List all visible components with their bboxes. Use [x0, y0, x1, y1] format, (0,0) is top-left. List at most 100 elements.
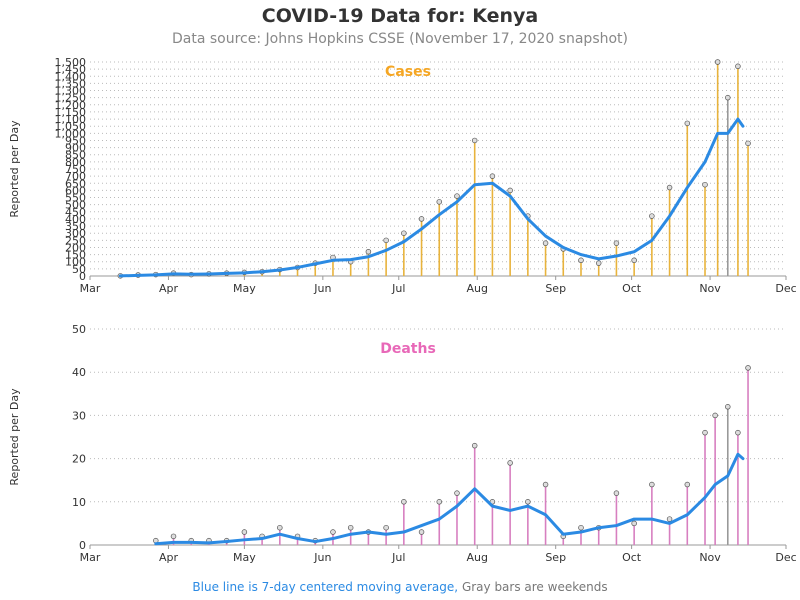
cases-chart: 0501001502002503003504004505005506006507… — [8, 56, 797, 295]
y-axis-label: Reported per Day — [8, 388, 21, 486]
x-tick-label: Sep — [545, 282, 566, 295]
chart-subtitle: Data source: Johns Hopkins CSSE (Novembe… — [171, 31, 628, 47]
data-marker — [725, 404, 731, 410]
y-tick-label: 20 — [72, 453, 86, 466]
y-tick-label: 550 — [65, 192, 86, 205]
y-tick-label: 900 — [65, 142, 86, 155]
data-marker — [507, 460, 513, 466]
data-marker — [330, 529, 336, 535]
y-tick-label: 1,050 — [55, 120, 87, 133]
data-marker — [542, 240, 549, 246]
x-tick-label: Apr — [159, 551, 179, 564]
y-tick-label: 30 — [72, 409, 86, 422]
data-marker — [595, 260, 602, 266]
y-tick-label: 350 — [65, 220, 86, 233]
data-marker — [471, 442, 478, 449]
y-tick-label: 1,350 — [55, 77, 87, 90]
data-marker — [454, 490, 460, 496]
y-tick-label: 50 — [72, 323, 86, 336]
x-tick-label: Mar — [80, 282, 101, 295]
x-tick-label: Sep — [545, 551, 566, 564]
data-marker — [454, 193, 460, 199]
chart-title: COVID-19 Data for: Kenya — [261, 5, 539, 27]
y-tick-label: 450 — [65, 206, 86, 219]
data-marker — [383, 524, 389, 531]
x-tick-label: Dec — [775, 551, 796, 564]
data-marker — [418, 529, 425, 535]
data-marker — [436, 499, 443, 505]
y-tick-label: 500 — [65, 199, 86, 212]
x-tick-label: Jun — [313, 551, 331, 564]
x-tick-label: Aug — [466, 551, 487, 564]
data-marker — [277, 524, 283, 531]
y-tick-label: 800 — [65, 156, 86, 169]
footnote-weekends: Gray bars are weekends — [461, 580, 608, 594]
y-tick-label: 1,250 — [55, 92, 87, 105]
x-tick-label: Jul — [391, 551, 405, 564]
data-marker — [649, 481, 655, 488]
data-marker — [666, 516, 673, 522]
data-marker — [507, 187, 513, 194]
data-marker — [684, 120, 691, 127]
y-tick-label: 1,400 — [55, 70, 87, 83]
y-tick-label: 400 — [65, 213, 86, 226]
y-tick-label: 0 — [79, 270, 86, 283]
data-marker — [613, 490, 620, 496]
data-marker — [631, 257, 637, 264]
data-marker — [735, 429, 741, 436]
x-tick-label: Dec — [775, 282, 796, 295]
data-marker — [241, 529, 248, 535]
x-tick-label: Jun — [313, 282, 331, 295]
data-marker — [542, 481, 549, 488]
data-marker — [471, 137, 478, 144]
data-marker — [631, 520, 637, 527]
data-marker — [745, 365, 751, 371]
x-tick-label: Oct — [622, 282, 642, 295]
y-tick-label: 250 — [65, 234, 86, 247]
y-tick-label: 40 — [72, 366, 86, 379]
data-marker — [383, 237, 389, 244]
y-tick-label: 1,000 — [55, 127, 87, 140]
y-tick-label: 1,100 — [55, 113, 87, 126]
y-tick-label: 1,450 — [55, 63, 87, 76]
y-tick-label: 50 — [72, 263, 86, 276]
y-tick-label: 750 — [65, 163, 86, 176]
y-tick-label: 650 — [65, 177, 86, 190]
data-marker — [684, 481, 691, 488]
data-marker — [745, 140, 751, 147]
data-marker — [702, 429, 708, 436]
data-marker — [525, 499, 531, 505]
data-marker — [712, 412, 718, 419]
x-tick-label: Jul — [391, 282, 405, 295]
panel-label: Deaths — [380, 341, 436, 357]
y-tick-label: 1,500 — [55, 56, 87, 69]
footnote: Blue line is 7-day centered moving avera… — [0, 580, 800, 594]
moving-average-line — [154, 452, 745, 546]
x-tick-label: Oct — [622, 551, 642, 564]
data-marker — [578, 524, 584, 531]
data-marker — [401, 499, 407, 505]
y-tick-label: 100 — [65, 256, 86, 269]
data-marker — [714, 59, 721, 65]
data-marker — [578, 257, 584, 264]
data-marker — [401, 230, 407, 236]
x-tick-label: Mar — [80, 551, 101, 564]
deaths-chart: 0 10 20 30 40 50 Mar Apr May Jun Jul Aug Sep Oct Nov De… — [8, 323, 797, 564]
data-marker — [418, 216, 425, 222]
data-marker — [725, 94, 731, 101]
data-marker — [702, 181, 708, 188]
moving-average-line — [118, 117, 745, 278]
y-tick-label: 850 — [65, 149, 86, 162]
x-tick-label: Apr — [159, 282, 179, 295]
x-tick-label: Nov — [699, 551, 721, 564]
footnote-moving-average: Blue line is 7-day centered moving avera… — [192, 580, 459, 594]
data-marker — [347, 524, 354, 531]
y-tick-label: 0 — [79, 539, 86, 552]
x-tick-label: May — [233, 282, 256, 295]
x-tick-label: Aug — [466, 282, 487, 295]
y-tick-label: 1,150 — [55, 106, 87, 119]
x-tick-label: Nov — [699, 282, 721, 295]
y-axis-label: Reported per Day — [8, 120, 21, 218]
y-tick-label: 200 — [65, 241, 86, 254]
y-tick-label: 950 — [65, 134, 86, 147]
